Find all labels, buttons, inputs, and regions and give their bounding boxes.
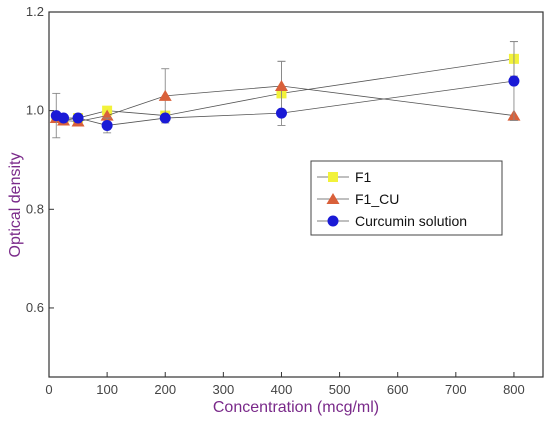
legend-marker	[327, 215, 339, 227]
legend-box	[310, 160, 503, 236]
x-tick-label: 200	[154, 382, 176, 397]
x-tick-label: 100	[96, 382, 118, 397]
x-tick-label: 700	[445, 382, 467, 397]
legend: F1 F1_CU Curcumin solution	[310, 160, 503, 236]
x-tick-label: 400	[271, 382, 293, 397]
data-point	[274, 79, 288, 91]
axes: 0 100 200 300 400 500 600 700 800 0.6 0.8 1.0 1.2	[26, 4, 544, 397]
y-tick-label: 1.0	[26, 103, 44, 118]
legend-label: Curcumin solution	[355, 213, 467, 229]
legend-marker	[328, 172, 338, 182]
x-tick-label: 0	[45, 382, 52, 397]
x-axis-title: Concentration (mcg/ml)	[213, 399, 379, 416]
x-tick-label: 800	[503, 382, 525, 397]
data-point	[158, 89, 172, 101]
legend-marker	[326, 193, 340, 204]
legend-label: F1_CU	[355, 191, 399, 207]
legend-label: F1	[355, 169, 372, 185]
data-point	[72, 112, 84, 124]
y-tick-label: 1.2	[26, 4, 44, 19]
series-layer	[49, 41, 521, 139]
plot-frame	[48, 11, 544, 378]
data-point	[159, 112, 171, 124]
y-tick-label: 0.8	[26, 201, 44, 216]
data-point	[58, 112, 70, 124]
x-tick-label: 300	[213, 382, 235, 397]
series-circle	[50, 41, 520, 139]
y-tick-label: 0.6	[26, 300, 44, 315]
data-point	[508, 75, 520, 87]
data-point	[275, 107, 287, 119]
x-tick-label: 600	[387, 382, 409, 397]
y-axis-title: Optical density	[7, 153, 24, 258]
data-point	[101, 119, 113, 131]
x-tick-label: 500	[329, 382, 351, 397]
